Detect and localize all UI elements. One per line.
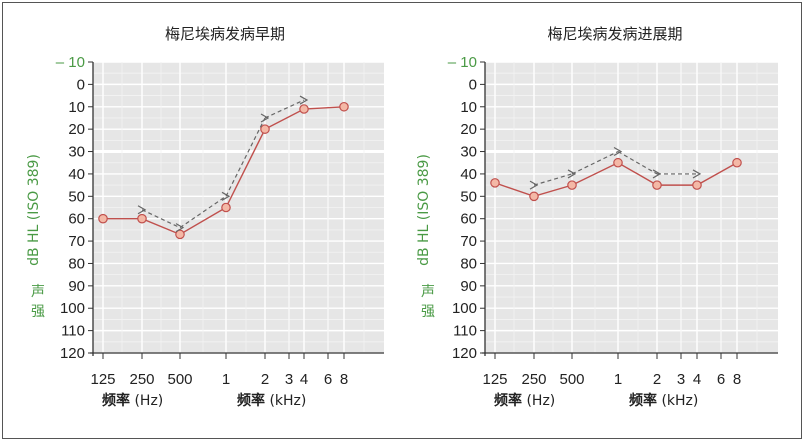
data-point bbox=[299, 104, 309, 114]
chart-title: 梅尼埃病发病早期 bbox=[165, 25, 285, 43]
x-tick-label: 8 bbox=[733, 371, 741, 388]
y-tick-label: 120 bbox=[60, 345, 85, 362]
x-axis-label-khz: 频率 (kHz) bbox=[629, 392, 698, 409]
arrow-point bbox=[299, 95, 309, 105]
dashed-series-segment bbox=[264, 99, 305, 119]
data-point bbox=[490, 178, 500, 188]
y-tick-label: 60 bbox=[68, 211, 85, 228]
y-tick-label: 50 bbox=[68, 188, 85, 205]
chart-panel-2: – 10 0 10 20 30 40 50 60 70 80 90 100 110 120 125 250 50… bbox=[416, 25, 778, 409]
y-tick-label: 0 bbox=[469, 76, 477, 93]
data-point bbox=[137, 213, 147, 224]
arrow-point bbox=[692, 169, 702, 179]
y-axis-label-cn: 强 bbox=[421, 304, 435, 320]
arrow-point bbox=[567, 169, 577, 179]
y-axis-label-cn: 声 bbox=[31, 284, 45, 300]
data-point bbox=[529, 191, 539, 202]
arrow-point bbox=[221, 191, 231, 201]
data-point bbox=[652, 180, 662, 190]
y-tick-label: 70 bbox=[460, 233, 477, 250]
y-tick-label: 80 bbox=[460, 255, 477, 272]
y-tick-label: – 10 bbox=[448, 54, 477, 71]
arrow-point bbox=[652, 169, 662, 179]
y-tick-label: 120 bbox=[452, 345, 477, 362]
arrow-point bbox=[529, 180, 539, 190]
y-axis-label-cn: 强 bbox=[31, 304, 45, 320]
dashed-series-segment bbox=[571, 150, 619, 175]
x-tick-label: 125 bbox=[482, 371, 507, 388]
x-tick-label: 1 bbox=[614, 371, 622, 388]
data-point bbox=[567, 180, 577, 190]
y-tick-label: 40 bbox=[68, 166, 85, 183]
arrow-point bbox=[613, 147, 623, 157]
data-point bbox=[221, 202, 231, 213]
data-point bbox=[692, 180, 702, 190]
x-tick-label: 2 bbox=[653, 371, 661, 388]
y-tick-label: 30 bbox=[460, 144, 477, 161]
data-point bbox=[339, 101, 349, 112]
y-tick-label: 10 bbox=[460, 99, 477, 116]
y-tick-label: 110 bbox=[453, 323, 477, 340]
y-tick-label: 50 bbox=[460, 188, 477, 205]
y-tick-label: 70 bbox=[68, 233, 85, 250]
x-axis-label-khz: 频率 (kHz) bbox=[237, 392, 306, 409]
y-tick-label: 90 bbox=[68, 278, 85, 295]
y-tick-label: 60 bbox=[460, 211, 477, 228]
x-tick-label: 8 bbox=[340, 371, 348, 388]
data-point bbox=[260, 124, 270, 134]
dashed-series-segment bbox=[617, 151, 658, 175]
arrow-point bbox=[175, 223, 185, 233]
dashed-series-segment bbox=[179, 195, 227, 229]
x-tick-label: 250 bbox=[129, 371, 154, 388]
dashed-series-segment bbox=[141, 209, 181, 229]
y-tick-label: 20 bbox=[460, 121, 477, 138]
x-axis-label-hz: 频率 (Hz) bbox=[494, 392, 555, 409]
x-tick-label: 3 bbox=[677, 371, 685, 388]
data-point bbox=[98, 213, 108, 224]
y-tick-label: 100 bbox=[452, 300, 477, 317]
y-tick-label: 100 bbox=[60, 300, 85, 317]
data-point bbox=[613, 157, 623, 168]
chart-panel-1: – 10 0 10 20 30 40 50 60 70 80 90 100 110 120 125 250 50… bbox=[26, 25, 384, 409]
x-tick-label: 2 bbox=[261, 371, 269, 388]
x-tick-label: 3 bbox=[285, 371, 293, 388]
x-axis-label-hz: 频率 (Hz) bbox=[102, 392, 163, 409]
x-tick-label: 4 bbox=[300, 371, 308, 388]
data-point bbox=[732, 157, 742, 168]
y-tick-label: 20 bbox=[68, 121, 85, 138]
y-axis-label-cn: 声 bbox=[421, 284, 435, 300]
y-tick-label: 110 bbox=[61, 323, 85, 340]
chart-title: 梅尼埃病发病进展期 bbox=[547, 25, 682, 43]
y-tick-label: – 10 bbox=[56, 54, 85, 71]
x-tick-label: 500 bbox=[559, 371, 584, 388]
y-axis-label: dB HL (ISO 389) bbox=[26, 154, 42, 266]
arrow-point bbox=[137, 205, 147, 215]
y-tick-label: 90 bbox=[460, 278, 477, 295]
x-tick-label: 6 bbox=[717, 371, 725, 388]
y-tick-label: 30 bbox=[68, 144, 85, 161]
y-tick-label: 10 bbox=[68, 99, 85, 116]
x-tick-label: 125 bbox=[90, 371, 115, 388]
y-tick-label: 0 bbox=[77, 76, 85, 93]
x-tick-label: 500 bbox=[167, 371, 192, 388]
x-tick-label: 6 bbox=[324, 371, 332, 388]
y-axis-label: dB HL (ISO 389) bbox=[416, 154, 432, 266]
y-tick-label: 40 bbox=[460, 166, 477, 183]
y-tick-label: 80 bbox=[68, 255, 85, 272]
x-tick-label: 250 bbox=[521, 371, 546, 388]
arrow-point bbox=[260, 113, 270, 123]
data-point bbox=[175, 229, 185, 240]
x-tick-label: 1 bbox=[222, 371, 230, 388]
dashed-series-segment bbox=[225, 117, 266, 197]
x-tick-label: 4 bbox=[693, 371, 701, 388]
